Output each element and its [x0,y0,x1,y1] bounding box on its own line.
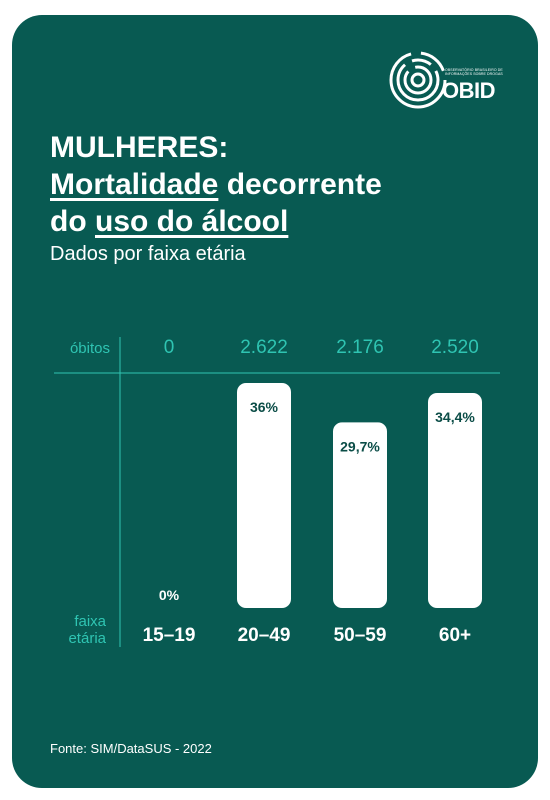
count-value: 2.520 [431,337,479,358]
count-value: 2.176 [336,337,384,358]
logo-small-text: OBSERVATÓRIO BRASILEIRO DE INFORMAÇÕES S… [445,68,503,76]
subtitle: Dados por faixa etária [50,243,246,265]
obid-logo: OBSERVATÓRIO BRASILEIRO DE INFORMAÇÕES S… [389,51,509,111]
category-label: 15–19 [143,625,196,646]
bar-value-label: 36% [250,399,279,415]
title-line-2: Mortalidade decorrente [50,166,500,203]
page-title: MULHERES: Mortalidade decorrente do uso … [50,129,500,240]
category-label: 50–59 [334,625,387,646]
title-line-3: do uso do álcool [50,203,500,240]
category-label: 60+ [439,625,471,646]
bar-value-label: 29,7% [340,438,380,454]
title-line-1: MULHERES: [50,131,229,164]
category-label: 20–49 [238,625,291,646]
title-line-2-rest: decorrente [218,168,382,201]
category-axis-label: etária [68,630,106,647]
count-value: 0 [164,337,175,358]
bar-value-label: 34,4% [435,409,475,425]
source-note: Fonte: SIM/DataSUS - 2022 [50,741,212,756]
title-underlined-word: Mortalidade [50,168,219,201]
logo-name: OBID [442,78,496,103]
bar [237,383,291,608]
bar [428,393,482,608]
bar-value-label: 0% [159,587,180,603]
count-value: 2.622 [240,337,288,358]
bar [333,422,387,608]
category-axis-label: faixa [74,613,106,630]
infographic-card: OBSERVATÓRIO BRASILEIRO DE INFORMAÇÕES S… [12,15,538,788]
title-line-3-pre: do [50,205,95,238]
obid-circles-icon [389,51,447,109]
title-underlined-phrase: uso do álcool [95,205,289,238]
counts-label: óbitos [70,340,110,357]
